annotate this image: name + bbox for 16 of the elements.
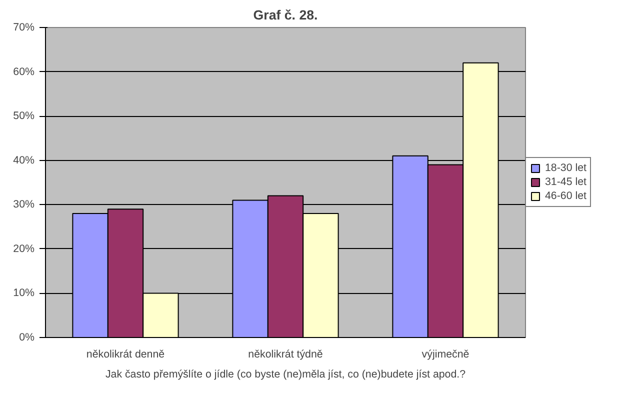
x-tick-label: několikrát týdně xyxy=(248,348,323,360)
y-tick-label: 10% xyxy=(13,287,36,300)
y-tick-label: 30% xyxy=(13,198,36,211)
chart-title: Graf č. 28. xyxy=(253,8,318,22)
x-tick-label: několikrát denně xyxy=(86,348,165,360)
legend-label: 31-45 let xyxy=(545,176,586,188)
y-tick-label: 60% xyxy=(13,66,36,78)
y-tick-label: 0% xyxy=(19,332,36,344)
y-tick-label: 70% xyxy=(13,22,36,34)
y-tick-label: 20% xyxy=(13,242,36,255)
legend-label: 18-30 let xyxy=(545,162,586,174)
x-tick-label: výjimečně xyxy=(422,348,470,360)
y-tick-label: 50% xyxy=(13,110,36,122)
y-tick-label: 40% xyxy=(13,154,36,166)
legend-label: 46-60 let xyxy=(545,190,586,202)
x-axis-title: Jak často přemýšlíte o jídle (co byste (ne)měla jíst, co (ne)budete jíst apod.? xyxy=(105,368,466,380)
